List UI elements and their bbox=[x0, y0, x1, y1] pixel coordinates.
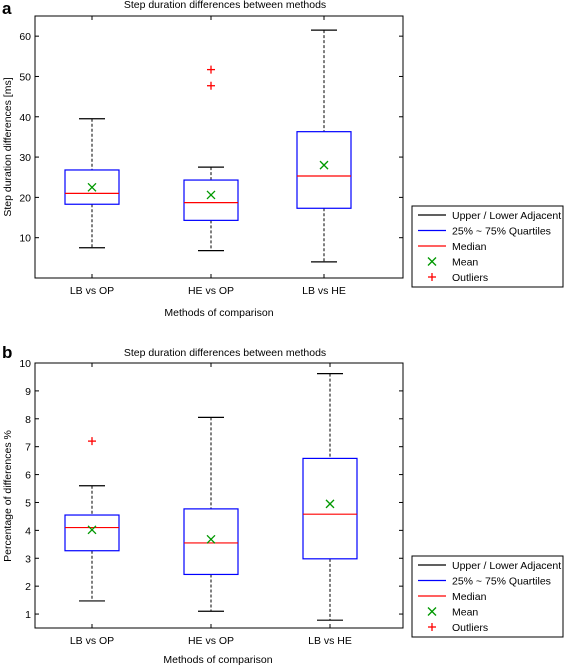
quartile-box bbox=[64, 514, 120, 552]
panel-b-plot-frame bbox=[34, 362, 404, 629]
legend-label: Median bbox=[452, 591, 487, 603]
y-tick-label: 6 bbox=[25, 470, 31, 482]
mean-marker bbox=[206, 190, 216, 200]
y-tick-label: 30 bbox=[19, 152, 31, 164]
x-tick-label: LB vs OP bbox=[70, 285, 114, 297]
quartile-box bbox=[183, 179, 239, 221]
y-tick-label: 5 bbox=[25, 497, 31, 509]
x-tick-label: LB vs HE bbox=[308, 635, 352, 647]
legend-mean-swatch bbox=[427, 607, 437, 616]
legend-label: Outliers bbox=[452, 272, 488, 284]
legend-label: Median bbox=[452, 241, 487, 253]
panel-b-title: Step duration differences between method… bbox=[124, 347, 326, 359]
panel-a: a Step duration differences between meth… bbox=[2, 0, 564, 319]
y-tick-label: 1 bbox=[25, 609, 31, 621]
y-tick-label: 60 bbox=[19, 31, 31, 43]
panel-b-xlabel: Methods of comparison bbox=[163, 654, 272, 666]
quartile-box bbox=[64, 169, 120, 205]
panel-a-letter: a bbox=[2, 0, 12, 18]
panel-a-xlabel: Methods of comparison bbox=[164, 307, 273, 319]
outlier-marker bbox=[207, 81, 215, 90]
y-tick-label: 40 bbox=[19, 112, 31, 124]
x-tick-label: LB vs HE bbox=[302, 285, 346, 297]
mean-marker-stroke bbox=[325, 499, 335, 509]
y-tick-label: 9 bbox=[25, 386, 31, 398]
mean-marker bbox=[206, 534, 216, 544]
y-tick-label: 3 bbox=[25, 553, 31, 565]
panel-a-y-ticks: 10 20 30 40 50 60 bbox=[19, 31, 403, 245]
mean-marker bbox=[87, 182, 97, 192]
legend-label: Mean bbox=[452, 607, 478, 619]
outlier-marker bbox=[88, 437, 96, 446]
y-tick-label: 7 bbox=[25, 442, 31, 454]
panel-b-letter: b bbox=[2, 343, 12, 362]
y-tick-label: 10 bbox=[19, 233, 31, 245]
y-tick-label: 10 bbox=[19, 358, 31, 370]
panel-a-marks bbox=[64, 29, 352, 263]
y-tick-label: 2 bbox=[25, 581, 31, 593]
legend-label: Mean bbox=[452, 257, 478, 269]
y-tick-label: 50 bbox=[19, 71, 31, 83]
panel-a-plot-frame bbox=[34, 15, 404, 279]
panel-a-legend: Upper / Lower Adjacent 25% ~ 75% Quartile… bbox=[411, 205, 564, 288]
quartile-box bbox=[296, 131, 352, 209]
x-tick-label: HE vs OP bbox=[188, 635, 234, 647]
panel-b-y-ticks: 1 2 3 4 5 6 7 8 9 10 bbox=[19, 358, 403, 621]
x-tick-label: HE vs OP bbox=[188, 285, 234, 297]
mean-marker bbox=[319, 160, 329, 170]
y-tick-label: 8 bbox=[25, 414, 31, 426]
legend-label: Upper / Lower Adjacent bbox=[452, 210, 561, 222]
panel-b-legend: Upper / Lower Adjacent 25% ~ 75% Quartile… bbox=[411, 555, 564, 638]
quartile-box bbox=[183, 508, 239, 576]
mean-marker-stroke bbox=[87, 182, 97, 192]
panel-b-marks bbox=[64, 373, 358, 621]
panel-b-ylabel: Percentage of differences % bbox=[2, 430, 14, 562]
panel-b-x-ticks: LB vs OP HE vs OP LB vs HE bbox=[70, 363, 352, 647]
panel-a-x-ticks: LB vs OP HE vs OP LB vs HE bbox=[70, 16, 346, 297]
legend-label: 25% ~ 75% Quartiles bbox=[452, 226, 551, 238]
panel-a-title: Step duration differences between method… bbox=[124, 0, 326, 11]
legend-label: Upper / Lower Adjacent bbox=[452, 560, 561, 572]
mean-marker-stroke bbox=[87, 525, 97, 535]
outlier-marker bbox=[207, 65, 215, 74]
x-tick-label: LB vs OP bbox=[70, 635, 114, 647]
legend-label: Outliers bbox=[452, 622, 488, 634]
mean-marker bbox=[87, 525, 97, 535]
mean-marker-stroke bbox=[319, 160, 329, 170]
legend-label: 25% ~ 75% Quartiles bbox=[452, 576, 551, 588]
panel-a-ylabel: Step duration differences [ms] bbox=[2, 77, 14, 216]
legend-mean-swatch bbox=[427, 257, 437, 266]
mean-marker bbox=[325, 499, 335, 509]
quartile-box bbox=[302, 457, 358, 560]
panel-b: b Step duration differences between meth… bbox=[2, 343, 564, 666]
mean-marker-stroke bbox=[206, 190, 216, 200]
y-tick-label: 20 bbox=[19, 192, 31, 204]
y-tick-label: 4 bbox=[25, 525, 31, 537]
mean-marker-stroke bbox=[206, 534, 216, 544]
